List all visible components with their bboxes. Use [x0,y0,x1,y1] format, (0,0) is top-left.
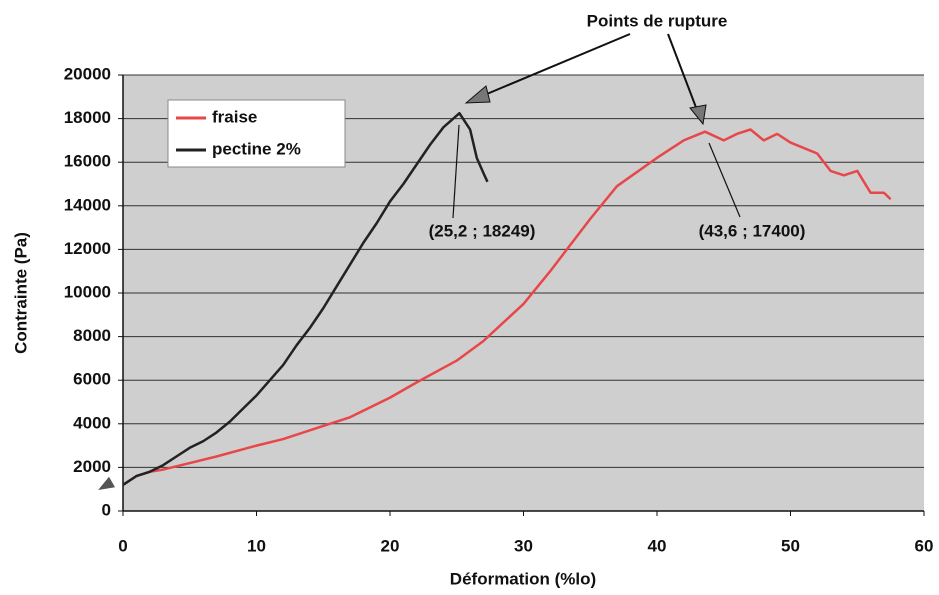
annotation: (25,2 ; 18249) [429,221,536,240]
y-tick-label: 12000 [64,239,111,258]
y-tick-label: 18000 [64,108,111,127]
x-axis-label: Déformation (%lo) [450,569,596,588]
x-tick-label: 30 [514,536,533,555]
x-tick-label: 60 [915,536,934,555]
arrow [452,124,460,219]
arrow-head [689,104,707,126]
annotation: (43,6 ; 17400) [699,221,806,240]
arrow [481,33,631,97]
arrow [708,142,741,218]
y-tick-label: 8000 [73,326,111,345]
legend: fraise pectine 2% [167,99,346,168]
x-tick-label: 0 [118,536,127,555]
legend-label: fraise [212,107,257,126]
y-tick-label: 14000 [64,195,111,214]
arrow [667,33,698,111]
x-tick-label: 50 [781,536,800,555]
y-tick-label: 6000 [73,370,111,389]
annotation: Points de rupture [587,11,728,30]
y-tick-label: 2000 [73,457,111,476]
x-tick-label: 40 [648,536,667,555]
arrows [98,33,741,490]
y-tick-label: 20000 [64,64,111,83]
series-line [122,128,892,486]
y-tick-label: 16000 [64,152,111,171]
x-tick-label: 10 [247,536,266,555]
arrow-head [98,476,115,490]
legend-box [167,99,346,168]
arrow-head [464,85,491,104]
plot: 0 2000 4000 6000 8000 10000 12000 14000 16000 180… [64,64,934,555]
legend-label: pectine 2% [212,139,301,158]
y-tick-label: 4000 [73,413,111,432]
y-tick-label: 10000 [64,282,111,301]
y-tick-label: 0 [102,500,111,519]
y-axis-label: Contrainte (Pa) [11,232,30,354]
series-line [122,111,489,486]
x-tick-label: 20 [381,536,400,555]
